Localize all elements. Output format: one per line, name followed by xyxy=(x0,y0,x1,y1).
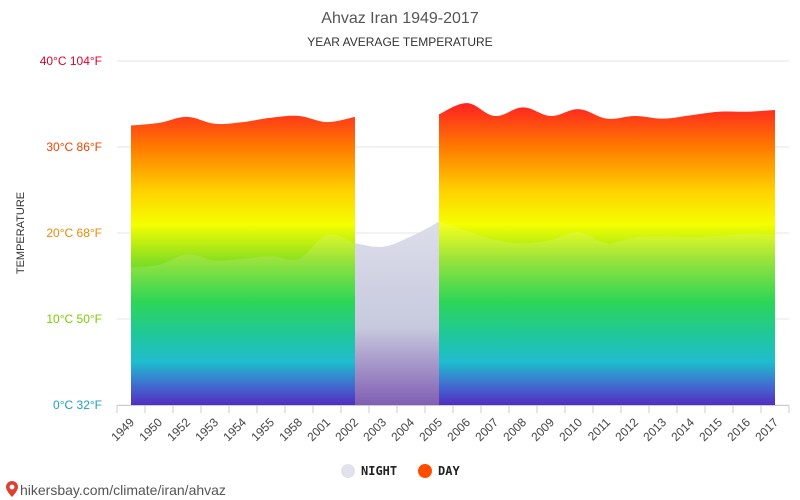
y-axis-label: TEMPERATURE xyxy=(15,192,27,274)
night-area-overlay xyxy=(439,221,775,405)
x-tick-label: 2007 xyxy=(472,415,501,444)
night-point[interactable] xyxy=(773,233,777,237)
day-point[interactable] xyxy=(661,117,665,121)
day-point[interactable] xyxy=(633,114,637,118)
chart-title: Ahvaz Iran 1949-2017 xyxy=(321,10,479,27)
night-point[interactable] xyxy=(493,238,497,242)
night-point[interactable] xyxy=(409,234,413,238)
day-point[interactable] xyxy=(773,108,777,112)
day-point[interactable] xyxy=(241,120,245,124)
legend-night[interactable]: NIGHT xyxy=(341,464,397,478)
x-tick-label: 2004 xyxy=(388,415,417,444)
day-point[interactable] xyxy=(269,116,273,120)
day-point[interactable] xyxy=(437,112,441,116)
night-point[interactable] xyxy=(549,238,553,242)
night-point[interactable] xyxy=(129,265,133,269)
night-point[interactable] xyxy=(157,263,161,267)
legend-night-marker xyxy=(341,464,355,478)
source-link[interactable]: hikersbay.com/climate/iran/ahvaz xyxy=(6,481,226,498)
y-tick-label: 10°C 50°F xyxy=(46,312,102,326)
legend-night-label: NIGHT xyxy=(361,464,397,478)
night-area-overlay xyxy=(131,234,355,405)
y-axis-ticks: 0°C 32°F 10°C 50°F 20°C 68°F 30°C 86°F 40°C … xyxy=(40,54,102,412)
y-tick-label: 0°C 32°F xyxy=(53,398,102,412)
day-point[interactable] xyxy=(353,115,357,119)
x-tick-label: 2009 xyxy=(528,415,557,444)
night-point[interactable] xyxy=(213,259,217,263)
day-point[interactable] xyxy=(493,114,497,118)
night-point[interactable] xyxy=(689,235,693,239)
day-point[interactable] xyxy=(185,115,189,119)
night-point[interactable] xyxy=(577,230,581,234)
x-tick-label: 1955 xyxy=(248,415,277,444)
x-tick-label: 1950 xyxy=(136,415,165,444)
day-point[interactable] xyxy=(521,105,525,109)
x-tick-label: 1952 xyxy=(164,415,193,444)
day-point[interactable] xyxy=(213,122,217,126)
x-tick-label: 2010 xyxy=(556,415,585,444)
night-point[interactable] xyxy=(717,234,721,238)
day-point[interactable] xyxy=(745,110,749,114)
night-area-gap xyxy=(355,221,439,405)
legend-day-marker xyxy=(418,464,432,478)
day-point[interactable] xyxy=(549,114,553,118)
day-point[interactable] xyxy=(157,121,161,125)
day-area-segment xyxy=(131,115,355,405)
x-tick-label: 2011 xyxy=(585,415,613,443)
source-text: hikersbay.com/climate/iran/ahvaz xyxy=(20,482,226,498)
night-point[interactable] xyxy=(269,254,273,258)
x-tick-label: 2015 xyxy=(696,415,725,444)
chart-subtitle: YEAR AVERAGE TEMPERATURE xyxy=(307,35,492,49)
night-point[interactable] xyxy=(381,245,385,249)
night-point[interactable] xyxy=(521,241,525,245)
x-tick-label: 1958 xyxy=(276,415,305,444)
x-tick-label: 2008 xyxy=(500,415,529,444)
x-tick-label: 2014 xyxy=(668,415,697,444)
x-tick-label: 1953 xyxy=(192,415,221,444)
day-area-segment xyxy=(439,103,775,406)
night-point[interactable] xyxy=(661,234,665,238)
x-tick-label: 2006 xyxy=(444,415,473,444)
day-point[interactable] xyxy=(689,113,693,117)
x-tick-label: 2013 xyxy=(640,415,669,444)
x-tick-label: 2003 xyxy=(360,415,389,444)
day-point[interactable] xyxy=(577,107,581,111)
x-tick-label: 1954 xyxy=(220,415,249,444)
x-tick-label: 2001 xyxy=(304,415,333,444)
night-point[interactable] xyxy=(297,257,301,261)
night-point[interactable] xyxy=(353,241,357,245)
night-point[interactable] xyxy=(465,229,469,233)
day-point[interactable] xyxy=(297,114,301,118)
day-point[interactable] xyxy=(129,124,133,128)
day-point[interactable] xyxy=(325,120,329,124)
y-tick-label: 40°C 104°F xyxy=(40,54,102,68)
temperature-areas xyxy=(129,101,777,406)
night-point[interactable] xyxy=(185,253,189,257)
y-tick-label: 20°C 68°F xyxy=(46,226,102,240)
x-tick-label: 1949 xyxy=(108,415,137,444)
map-pin-icon xyxy=(6,481,18,497)
night-point[interactable] xyxy=(605,241,609,245)
x-tick-label: 2017 xyxy=(752,415,781,444)
day-point[interactable] xyxy=(465,101,469,105)
x-axis-ticks: 1949 1950 1952 1953 1954 1955 1958 2001 2002 2003… xyxy=(108,405,790,444)
x-tick-label: 2012 xyxy=(612,415,641,444)
legend-day[interactable]: DAY xyxy=(418,464,460,478)
night-point[interactable] xyxy=(437,220,441,224)
night-point[interactable] xyxy=(633,235,637,239)
x-tick-label: 2016 xyxy=(724,415,753,444)
night-point[interactable] xyxy=(325,233,329,237)
y-tick-label: 30°C 86°F xyxy=(46,140,102,154)
night-point[interactable] xyxy=(241,257,245,261)
x-tick-label: 2002 xyxy=(332,415,361,444)
day-point[interactable] xyxy=(605,117,609,121)
day-point[interactable] xyxy=(717,110,721,114)
night-point[interactable] xyxy=(745,232,749,236)
legend-day-label: DAY xyxy=(438,464,460,478)
x-tick-label: 2005 xyxy=(416,415,445,444)
legend: NIGHT DAY xyxy=(341,464,460,478)
